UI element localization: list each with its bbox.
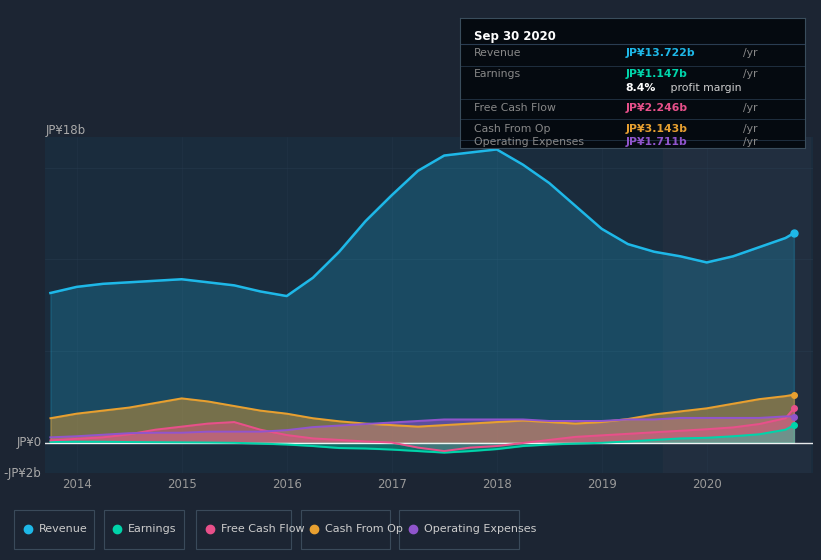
Text: /yr: /yr bbox=[743, 69, 758, 79]
Text: Cash From Op: Cash From Op bbox=[325, 524, 403, 534]
Text: Operating Expenses: Operating Expenses bbox=[474, 137, 584, 147]
Text: JP¥1.711b: JP¥1.711b bbox=[626, 137, 687, 147]
Text: Revenue: Revenue bbox=[39, 524, 88, 534]
Text: JP¥3.143b: JP¥3.143b bbox=[626, 124, 688, 133]
Text: /yr: /yr bbox=[743, 102, 758, 113]
Text: Earnings: Earnings bbox=[128, 524, 177, 534]
Text: 8.4%: 8.4% bbox=[626, 83, 656, 93]
Bar bbox=[663, 137, 810, 473]
Text: JP¥18b: JP¥18b bbox=[45, 124, 85, 137]
Text: Free Cash Flow: Free Cash Flow bbox=[474, 102, 556, 113]
Text: JP¥0: JP¥0 bbox=[16, 436, 41, 449]
Text: -JP¥2b: -JP¥2b bbox=[3, 466, 41, 480]
Text: JP¥2.246b: JP¥2.246b bbox=[626, 102, 688, 113]
Text: Cash From Op: Cash From Op bbox=[474, 124, 550, 133]
Text: Earnings: Earnings bbox=[474, 69, 521, 79]
Text: /yr: /yr bbox=[743, 137, 758, 147]
Text: /yr: /yr bbox=[743, 124, 758, 133]
Text: Revenue: Revenue bbox=[474, 48, 521, 58]
Text: JP¥1.147b: JP¥1.147b bbox=[626, 69, 687, 79]
Text: Operating Expenses: Operating Expenses bbox=[424, 524, 536, 534]
Text: profit margin: profit margin bbox=[667, 83, 741, 93]
Text: Free Cash Flow: Free Cash Flow bbox=[221, 524, 305, 534]
Text: Sep 30 2020: Sep 30 2020 bbox=[474, 30, 556, 43]
Text: /yr: /yr bbox=[743, 48, 758, 58]
Text: JP¥13.722b: JP¥13.722b bbox=[626, 48, 695, 58]
